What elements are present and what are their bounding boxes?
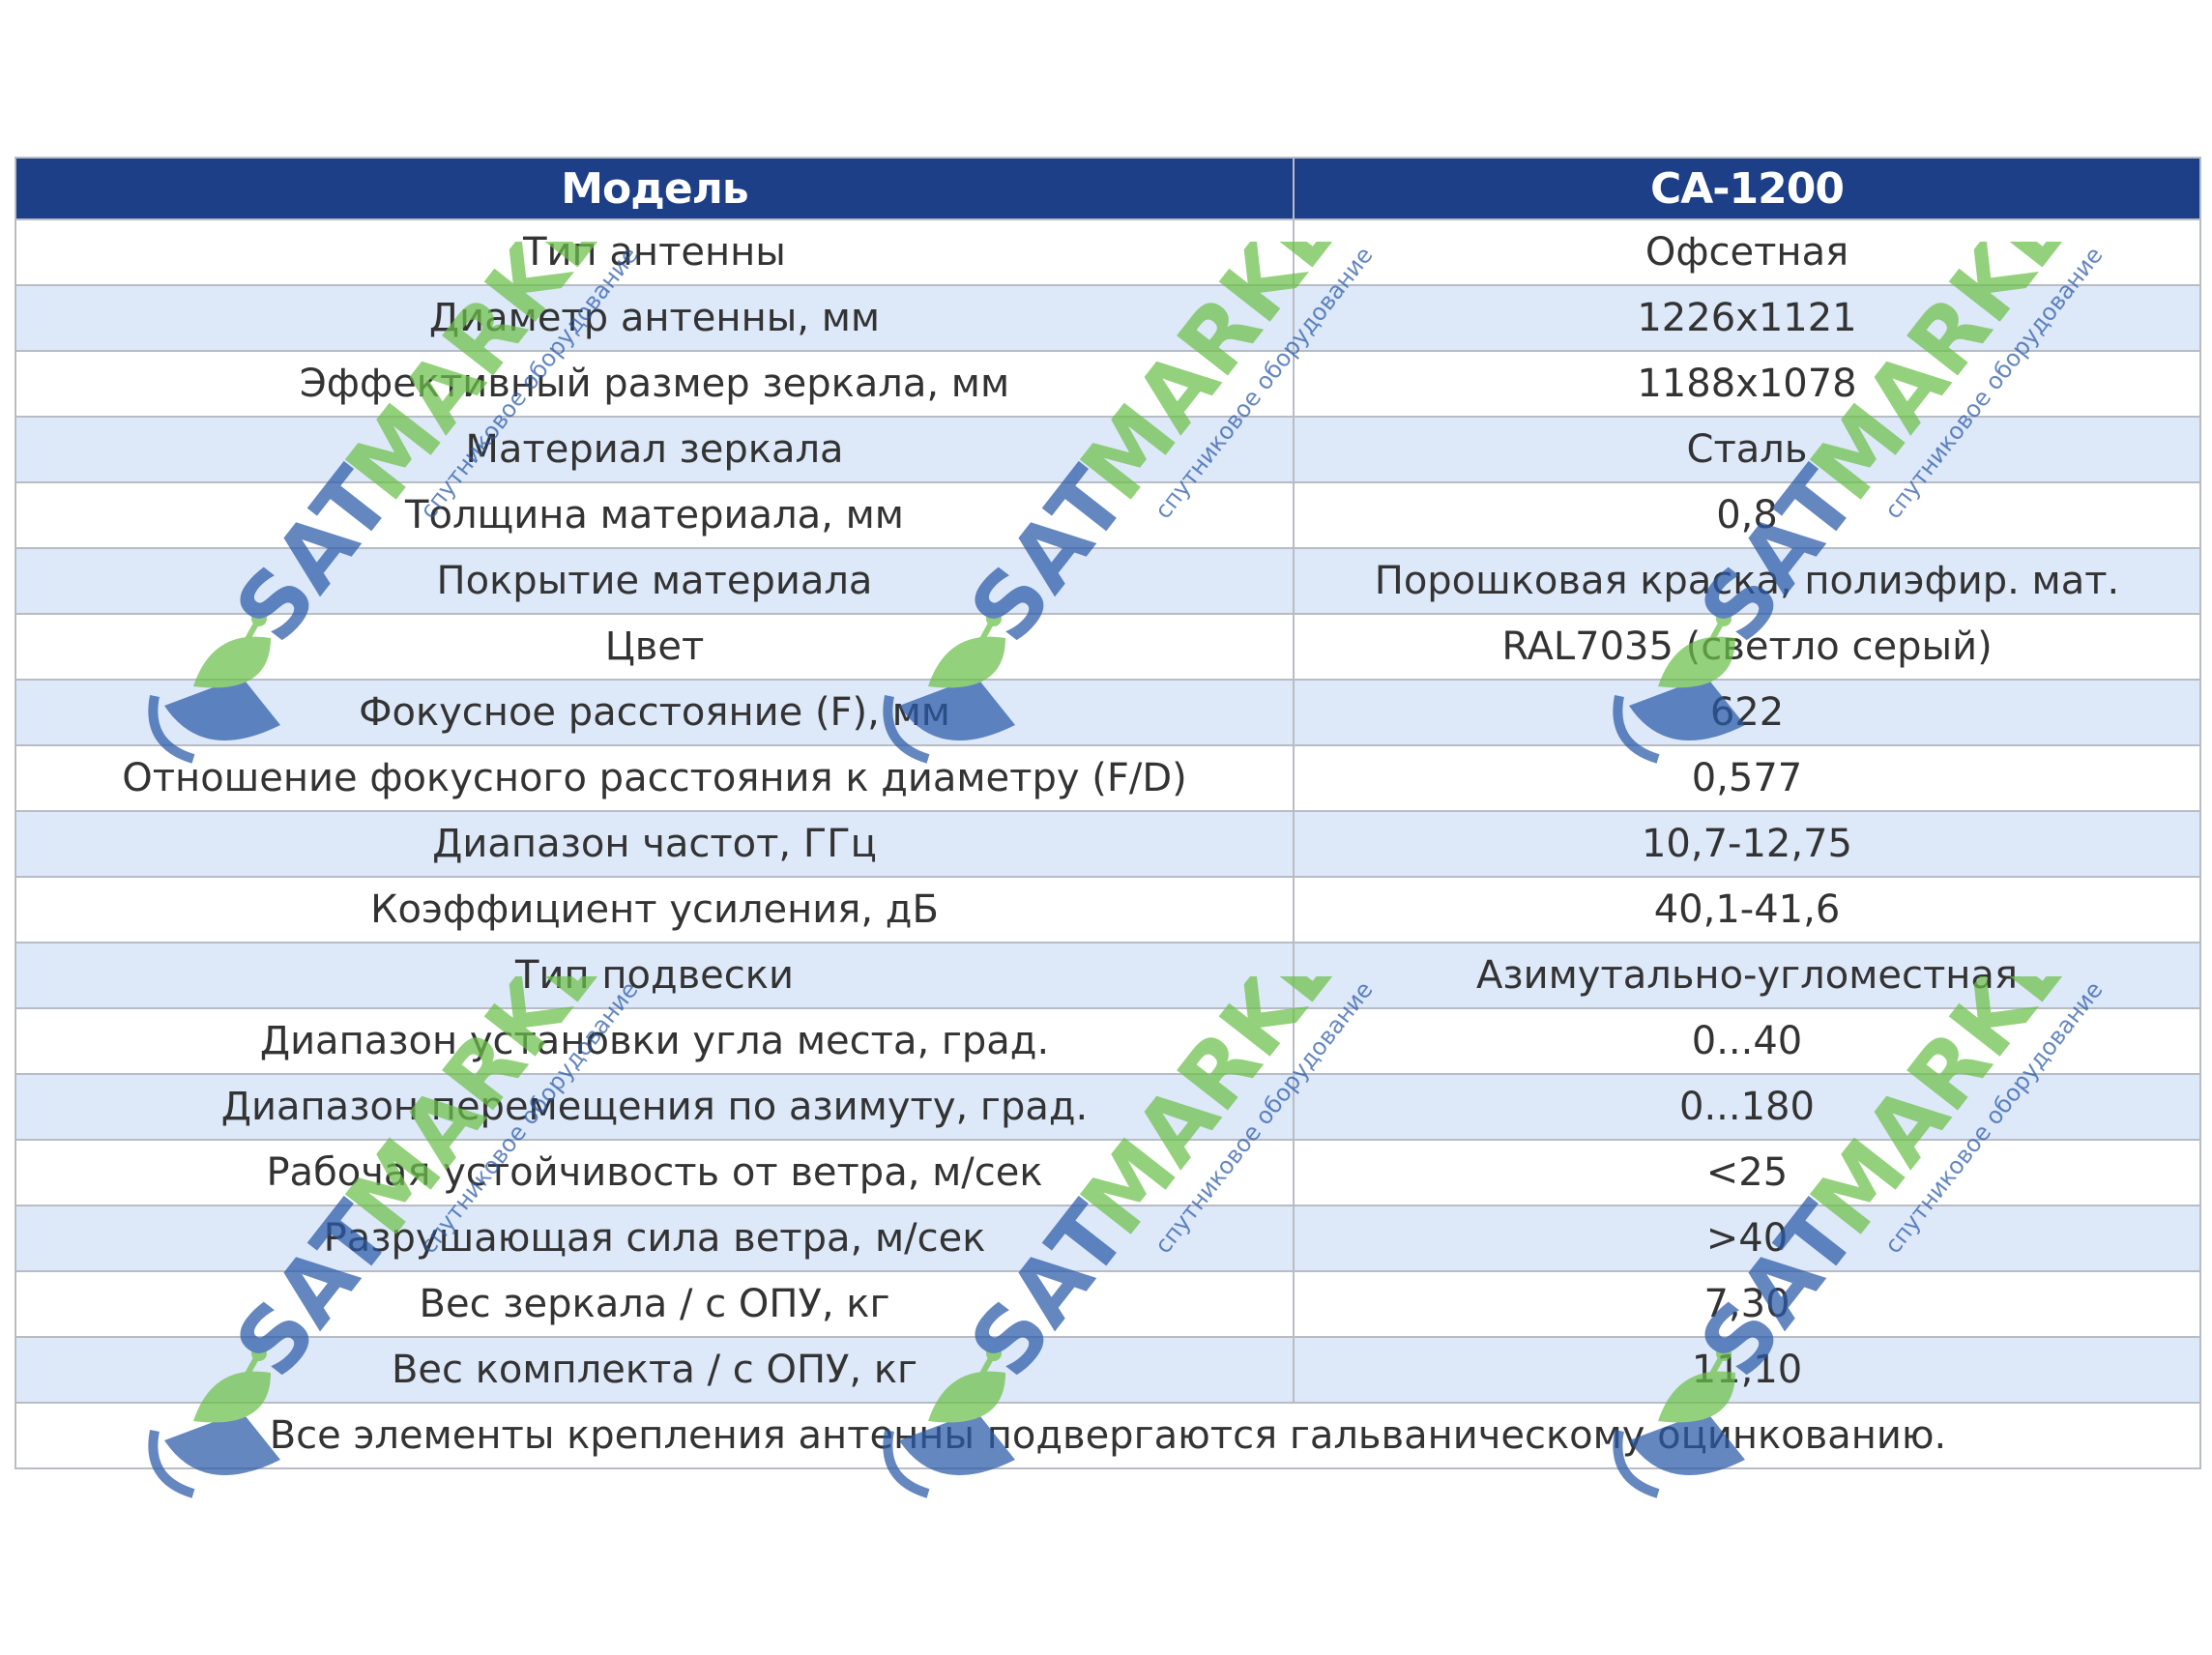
footer-row: Все элементы крепления антенны подвергаю… <box>15 1402 2201 1469</box>
param-cell: Рабочая устойчивость от ветра, м/сек <box>15 1139 1295 1206</box>
param-cell: Толщина материала, мм <box>15 481 1295 549</box>
table-row: Цвет RAL7035 (светло серый) <box>15 613 2201 681</box>
table-row: Вес комплекта / с ОПУ, кг 11,10 <box>15 1336 2201 1404</box>
table-row: Фокусное расстояние (F), мм 622 <box>15 679 2201 746</box>
value-cell: 7,30 <box>1293 1270 2201 1338</box>
table-row: Отношение фокусного расстояния к диаметр… <box>15 744 2201 812</box>
value-cell: 11,10 <box>1293 1336 2201 1404</box>
value-cell: Офсетная <box>1293 218 2201 286</box>
table-row: Разрушающая сила ветра, м/сек >40 <box>15 1205 2201 1272</box>
param-cell: Диаметр антенны, мм <box>15 284 1295 352</box>
table-row: Диаметр антенны, мм 1226x1121 <box>15 284 2201 352</box>
value-cell: 0...40 <box>1293 1007 2201 1075</box>
value-cell: >40 <box>1293 1205 2201 1272</box>
table-row: Материал зеркала Сталь <box>15 416 2201 483</box>
value-cell: 10,7-12,75 <box>1293 810 2201 878</box>
table-row: Коэффициент усиления, дБ 40,1-41,6 <box>15 876 2201 944</box>
value-cell: 0,8 <box>1293 481 2201 549</box>
table-row: Покрытие материала Порошковая краска, пол… <box>15 547 2201 615</box>
value-cell: Азимутально-угломестная <box>1293 942 2201 1009</box>
param-cell: Тип антенны <box>15 218 1295 286</box>
table-row: Рабочая устойчивость от ветра, м/сек <25 <box>15 1139 2201 1206</box>
param-cell: Вес зеркала / с ОПУ, кг <box>15 1270 1295 1338</box>
table-row: Диапазон перемещения по азимуту, град. 0.… <box>15 1073 2201 1141</box>
table-row: Толщина материала, мм 0,8 <box>15 481 2201 549</box>
value-cell: 0...180 <box>1293 1073 2201 1141</box>
table-header-row: Модель CA-1200 <box>15 157 2201 220</box>
param-cell: Фокусное расстояние (F), мм <box>15 679 1295 746</box>
param-cell: Покрытие материала <box>15 547 1295 615</box>
header-model: Модель <box>15 157 1295 220</box>
param-cell: Диапазон частот, ГГц <box>15 810 1295 878</box>
param-cell: Тип подвески <box>15 942 1295 1009</box>
param-cell: Эффективный размер зеркала, мм <box>15 350 1295 418</box>
value-cell: <25 <box>1293 1139 2201 1206</box>
value-cell: 40,1-41,6 <box>1293 876 2201 944</box>
table-row: Диапазон установки угла места, град. 0...… <box>15 1007 2201 1075</box>
value-cell: 1188x1078 <box>1293 350 2201 418</box>
value-cell: Порошковая краска, полиэфир. мат. <box>1293 547 2201 615</box>
table-row: Эффективный размер зеркала, мм 1188x1078 <box>15 350 2201 418</box>
table-row: Тип антенны Офсетная <box>15 218 2201 286</box>
value-cell: 0,577 <box>1293 744 2201 812</box>
param-cell: Разрушающая сила ветра, м/сек <box>15 1205 1295 1272</box>
table-row: Тип подвески Азимутально-угломестная <box>15 942 2201 1009</box>
param-cell: Цвет <box>15 613 1295 681</box>
table-row: Диапазон частот, ГГц 10,7-12,75 <box>15 810 2201 878</box>
table-row: Вес зеркала / с ОПУ, кг 7,30 <box>15 1270 2201 1338</box>
spec-table: Модель CA-1200 Тип антенны Офсетная Диаме… <box>15 157 2201 1469</box>
value-cell: Сталь <box>1293 416 2201 483</box>
param-cell: Диапазон установки угла места, град. <box>15 1007 1295 1075</box>
value-cell: 622 <box>1293 679 2201 746</box>
param-cell: Отношение фокусного расстояния к диаметр… <box>15 744 1295 812</box>
param-cell: Коэффициент усиления, дБ <box>15 876 1295 944</box>
value-cell: RAL7035 (светло серый) <box>1293 613 2201 681</box>
param-cell: Материал зеркала <box>15 416 1295 483</box>
value-cell: 1226x1121 <box>1293 284 2201 352</box>
param-cell: Диапазон перемещения по азимуту, град. <box>15 1073 1295 1141</box>
footer-note: Все элементы крепления антенны подвергаю… <box>15 1402 2201 1469</box>
header-model-name: CA-1200 <box>1293 157 2201 220</box>
param-cell: Вес комплекта / с ОПУ, кг <box>15 1336 1295 1404</box>
